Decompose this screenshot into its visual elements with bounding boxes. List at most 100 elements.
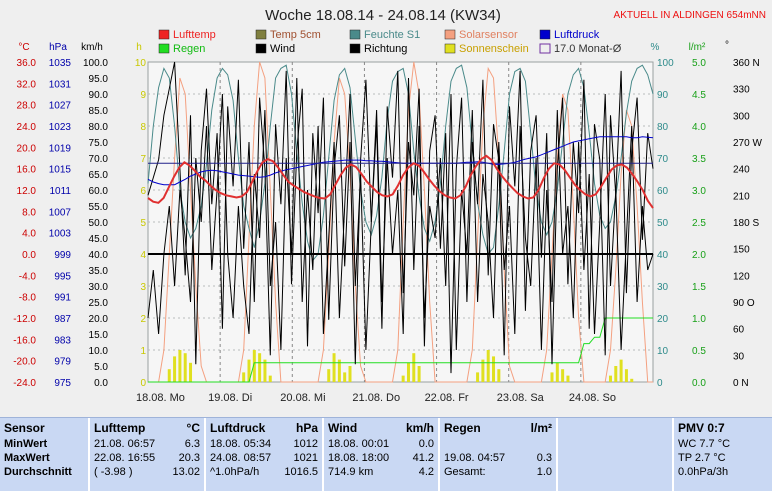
sunshine-bar xyxy=(476,372,480,382)
wind-tick-label: 95.0 xyxy=(89,74,109,85)
sunshine-bar xyxy=(173,356,177,382)
sunshine-tick-label: 0 xyxy=(140,378,146,389)
sunshine-bar xyxy=(337,359,341,382)
rain-unit-label: l/m² xyxy=(689,42,706,53)
direction-tick-label: 360 N xyxy=(733,58,760,69)
sunshine-tick-label: 9 xyxy=(140,90,146,101)
stats-pmv-windchill: WC 7.7 °C xyxy=(678,438,731,450)
stats-wind-max-value: 41.2 xyxy=(412,452,434,464)
sunshine-tick-label: 10 xyxy=(135,58,147,69)
sunshine-tick-label: 3 xyxy=(140,282,146,293)
stats-label-max: MaxWert xyxy=(4,452,50,464)
direction-tick-label: 210 xyxy=(733,191,750,202)
legend-swatch xyxy=(539,43,551,54)
humidity-tick-label: 50 xyxy=(657,218,669,229)
temp-unit-label: °C xyxy=(18,42,29,53)
humidity-tick-label: 60 xyxy=(657,186,669,197)
wind-unit-label: km/h xyxy=(81,42,103,53)
sunshine-bar xyxy=(268,375,272,382)
pressure-tick-label: 975 xyxy=(54,378,71,389)
sunshine-unit-label: h xyxy=(136,42,142,53)
stats-unit-lufttemp: °C xyxy=(186,421,200,435)
wind-tick-label: 90.0 xyxy=(89,90,109,101)
stats-pmv-column: PMV 0:7 WC 7.7 °C TP 2.7 °C 0.0hPa/3h xyxy=(674,418,772,491)
direction-tick-label: 330 xyxy=(733,85,750,96)
sunshine-bar xyxy=(258,353,262,382)
stats-regen-column: Regen l/m² 19.08. 04:57 0.3 Gesamt: 1.0 xyxy=(440,418,558,491)
sunshine-bar xyxy=(497,369,501,382)
stats-wind-min-value: 0.0 xyxy=(418,438,434,450)
stats-luftdruck-trend: ^1.0hPa/h xyxy=(210,466,260,478)
sunshine-bar xyxy=(566,375,570,382)
wind-tick-label: 60.0 xyxy=(89,186,109,197)
direction-tick-label: 300 xyxy=(733,111,750,122)
temp-tick-label: -8.0 xyxy=(19,293,37,304)
rain-tick-label: 4.5 xyxy=(692,90,706,101)
humidity-tick-label: 20 xyxy=(657,314,669,325)
wind-tick-label: 5.0 xyxy=(94,362,108,373)
wind-tick-label: 0.0 xyxy=(94,378,108,389)
legend-label: Wind xyxy=(270,43,295,55)
series-wind xyxy=(147,77,654,351)
temp-tick-label: -20.0 xyxy=(13,357,36,368)
legend-label: Lufttemp xyxy=(173,29,216,41)
series-feuchte-s1 xyxy=(147,64,654,262)
pressure-tick-label: 999 xyxy=(54,250,71,261)
stats-lufttemp-max-time: 22.08. 16:55 xyxy=(94,452,156,464)
x-tick-label: 18.08. Mo xyxy=(136,392,185,404)
rain-tick-label: 3.0 xyxy=(692,186,706,197)
wind-tick-label: 30.0 xyxy=(89,282,109,293)
sunshine-bar xyxy=(247,359,251,382)
axis-units: °C hPa km/h h% l/m² ° xyxy=(18,40,729,53)
stats-unit-luftdruck: hPa xyxy=(295,421,318,435)
stats-header-luftdruck: Luftdruck xyxy=(210,421,266,435)
stats-luftdruck-max-value: 1021 xyxy=(293,452,318,464)
legend-swatch xyxy=(255,29,267,40)
wind-tick-label: 15.0 xyxy=(89,330,109,341)
wind-tick-label: 80.0 xyxy=(89,122,109,133)
legend-swatch xyxy=(444,43,456,54)
humidity-tick-label: 10 xyxy=(657,346,669,357)
sunshine-bar xyxy=(614,366,618,382)
rain-tick-label: 2.0 xyxy=(692,250,706,261)
stats-label-min: MinWert xyxy=(4,438,48,450)
wind-tick-label: 10.0 xyxy=(89,346,109,357)
wind-tick-label: 65.0 xyxy=(89,170,109,181)
stats-lufttemp-column: Lufttemp °C 21.08. 06:57 6.3 22.08. 16:55 2… xyxy=(90,418,206,491)
sunshine-bar xyxy=(481,359,485,382)
status-label: AKTUELL IN ALDINGEN 654mNN xyxy=(614,10,766,21)
direction-tick-label: 120 xyxy=(733,271,750,282)
wind-tick-label: 20.0 xyxy=(89,314,109,325)
pressure-tick-label: 1015 xyxy=(49,165,72,176)
wind-tick-label: 35.0 xyxy=(89,266,109,277)
sunshine-bar xyxy=(550,372,554,382)
plot-area xyxy=(147,61,654,383)
stats-lufttemp-min-value: 6.3 xyxy=(184,438,200,450)
x-tick-label: 19.08. Di xyxy=(208,392,252,404)
legend-swatch xyxy=(349,43,361,54)
stats-header-wind: Wind xyxy=(328,421,358,435)
pressure-tick-label: 1023 xyxy=(49,122,72,133)
sunshine-bar xyxy=(327,369,331,382)
rain-tick-label: 2.5 xyxy=(692,218,706,229)
stats-label-avg: Durchschnitt xyxy=(4,466,72,478)
sunshine-bar xyxy=(401,375,405,382)
rain-tick-label: 1.0 xyxy=(692,314,706,325)
stats-wind-avg-value: 4.2 xyxy=(418,466,434,478)
humidity-tick-label: 30 xyxy=(657,282,669,293)
sunshine-bar xyxy=(624,369,628,382)
sunshine-tick-label: 2 xyxy=(140,314,146,325)
humidity-tick-label: 40 xyxy=(657,250,669,261)
wind-tick-label: 45.0 xyxy=(89,234,109,245)
legend-label: Regen xyxy=(173,43,205,55)
wind-tick-label: 50.0 xyxy=(89,218,109,229)
sunshine-bar xyxy=(332,353,336,382)
x-tick-label: 22.08. Fr xyxy=(425,392,469,404)
sunshine-tick-label: 8 xyxy=(140,122,146,133)
stats-regen-total-value: 1.0 xyxy=(536,466,552,478)
sunshine-bar xyxy=(619,359,623,382)
humidity-tick-label: 80 xyxy=(657,122,669,133)
humidity-tick-label: 90 xyxy=(657,90,669,101)
temp-tick-label: 36.0 xyxy=(17,58,37,69)
